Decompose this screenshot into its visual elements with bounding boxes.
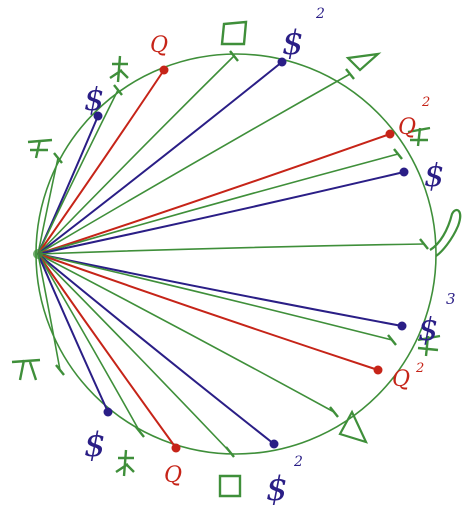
chord-line [37, 253, 109, 413]
triangle-icon [338, 409, 369, 444]
right-dollar-lower-label: $ [418, 310, 438, 348]
top-dollar-label: $ [282, 23, 304, 63]
chord-line [37, 253, 61, 371]
hub-vertex [33, 249, 43, 259]
chord-line [37, 69, 165, 255]
chord-line [37, 171, 405, 255]
bottom-dollar-label: $ [84, 425, 106, 465]
chord-line [37, 253, 393, 341]
bottom-dollar-right-label: $ [266, 469, 288, 509]
endpoint-tick [329, 406, 339, 418]
right-dollar-sup: 3 [446, 290, 456, 308]
right-q-sup: 2 [421, 95, 430, 110]
square-icon [218, 474, 242, 498]
chord-line [37, 253, 177, 449]
chord-group [37, 55, 425, 453]
chord-line [37, 253, 403, 327]
chord-line [37, 253, 379, 371]
endpoint-dot [399, 167, 409, 177]
chord-line [37, 153, 399, 255]
endpoint-dot [269, 439, 279, 449]
endpoint-tick [113, 84, 123, 96]
endpoint-tick [135, 426, 145, 438]
chord-line [37, 253, 275, 445]
endpoint-tick [229, 50, 239, 62]
endpoint-dot [277, 57, 287, 67]
endpoint-dot [159, 65, 169, 75]
endpoint-dot [373, 365, 383, 375]
crossed-stick-icon [109, 55, 135, 477]
right-q-label: Q [398, 115, 416, 140]
chord-line [37, 61, 283, 255]
endpoint-tick [393, 148, 403, 160]
right-q-lower-sup: 2 [415, 361, 424, 376]
endpoint-dot [103, 407, 113, 417]
right-dollar-label: $ [424, 156, 444, 194]
top-q-label: Q [150, 33, 168, 58]
bottom-dollar-right-sup: 2 [293, 454, 303, 470]
endpoint-tick [53, 152, 63, 164]
square-icon [220, 20, 248, 46]
chord-line [37, 73, 351, 255]
endpoint-tick [387, 334, 397, 346]
chord-line [37, 157, 59, 255]
chord-line [37, 253, 231, 453]
endpoint-tick [55, 364, 65, 376]
chord-line [37, 253, 335, 413]
triangle-icon [345, 52, 382, 72]
endpoint-dot [385, 129, 395, 139]
chord-line [37, 55, 235, 255]
endpoint-tick [225, 446, 235, 458]
chord-line [37, 133, 391, 255]
top-dollar-sup: 2 [315, 6, 325, 22]
endpoint-markers [53, 50, 429, 458]
loop-icon [429, 208, 462, 257]
right-q-lower-label: Q [392, 367, 410, 392]
bottom-q-label: Q [164, 463, 182, 488]
chord-line [37, 89, 119, 255]
endpoint-dot [93, 111, 103, 121]
chord-line [37, 253, 141, 433]
left-dollar-label: $ [84, 80, 104, 118]
endpoint-dot [397, 321, 407, 331]
endpoint-tick [345, 68, 355, 80]
endpoint-dot [171, 443, 181, 453]
endpoint-tick [419, 238, 429, 250]
pitchfork-icon [11, 126, 441, 381]
chord-line [37, 243, 425, 255]
